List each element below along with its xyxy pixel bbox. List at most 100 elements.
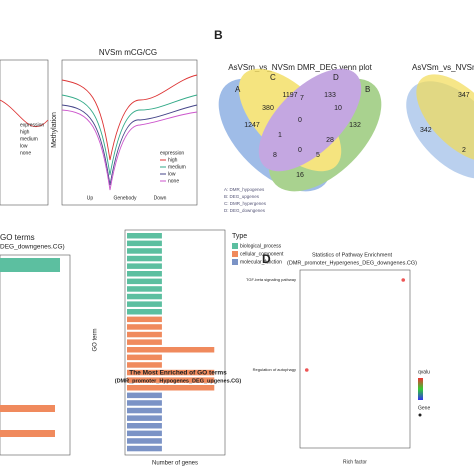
bar <box>127 347 215 353</box>
right-partial <box>430 230 474 474</box>
region-count: 8 <box>273 152 277 159</box>
y-tick-label: TGF-beta signaling pathway <box>246 277 296 282</box>
panel-a-left: expression <box>0 59 49 206</box>
legend-label: high <box>20 129 30 135</box>
bar <box>127 255 162 262</box>
legend: biological_process cellular_componentmole… <box>232 243 284 265</box>
panel-label: B <box>214 28 223 42</box>
region-count: 16 <box>296 172 304 179</box>
legend-label: A: DMR_hypogenes <box>224 187 265 192</box>
set-label: D <box>333 73 339 82</box>
bar <box>127 385 215 391</box>
legend-label: none <box>20 150 31 156</box>
bar <box>127 316 162 323</box>
bar <box>127 271 162 277</box>
region-count: 0 <box>298 117 302 124</box>
panel-label: D <box>262 252 271 266</box>
region-count: 5 <box>316 152 320 159</box>
curve <box>61 74 198 161</box>
region-count: 2 <box>462 147 466 154</box>
panel-title: The Most Enriched of GO terms <box>129 370 227 377</box>
panel-subtitle: DEG_downgenes.CG) <box>0 244 65 251</box>
legend-label: medium <box>20 136 38 142</box>
panel-title: GO terms <box>0 233 35 242</box>
bar <box>127 407 162 414</box>
region-count: 1247 <box>244 122 260 129</box>
point <box>401 278 406 282</box>
bar <box>127 445 162 452</box>
y-label: Methylation <box>51 112 58 148</box>
x-label: Up <box>87 195 94 201</box>
legend-title: expression <box>160 150 184 156</box>
frame <box>299 269 411 449</box>
bar <box>127 301 162 307</box>
y-tick-label: Regulation of autophagy <box>253 367 296 372</box>
points: TGF-beta signaling pathway Regulation of … <box>246 277 406 372</box>
bar <box>127 415 162 421</box>
legend-swatch <box>232 243 238 249</box>
region-count: 380 <box>262 105 274 112</box>
set-d <box>258 68 362 172</box>
bar <box>127 362 162 368</box>
bar <box>0 430 55 437</box>
x-label: Number of genes <box>152 461 198 467</box>
bar <box>127 438 162 444</box>
region-count: 342 <box>420 127 432 134</box>
region-count: 28 <box>326 137 334 144</box>
legend-label: B: DEG_upgenes <box>224 194 260 199</box>
legend-title: expression <box>20 122 44 128</box>
set-label: B <box>365 85 370 94</box>
bar <box>127 263 162 269</box>
panel-title: NVSm mCG/CG <box>99 48 157 57</box>
bar <box>127 430 162 437</box>
bar <box>127 400 162 406</box>
legend-label: D: DEG_downgenes <box>224 208 266 213</box>
set-label: A <box>235 85 241 94</box>
colorbar <box>418 378 423 400</box>
curve <box>61 104 198 186</box>
size-key <box>418 413 422 417</box>
venn-legend: A: DMR_hypogenes B: DEG_upgenes C: DMR_hyp… <box>224 187 267 213</box>
legend-swatch <box>232 259 238 265</box>
bar <box>127 233 162 239</box>
y-label: GO term <box>93 328 99 351</box>
legend-title: qvalue <box>418 369 433 375</box>
bar <box>127 339 162 345</box>
bar <box>127 423 162 429</box>
bar <box>127 248 162 254</box>
panel-title: Statistics of Pathway Enrichment <box>312 252 393 258</box>
region-count: 7 <box>300 95 304 102</box>
x-label: Rich factor <box>343 459 367 465</box>
bar <box>127 392 162 399</box>
region-count: 0 <box>298 147 302 154</box>
legend: highmediumlownoneexpressionhighmediumlow… <box>20 129 186 184</box>
bar <box>0 258 60 272</box>
bar <box>127 240 162 247</box>
legend-label: medium <box>168 164 186 170</box>
bar <box>127 377 215 383</box>
bar <box>0 405 55 412</box>
legend-label: molecular_function <box>240 259 282 265</box>
set-c <box>416 74 474 162</box>
frame <box>124 229 226 456</box>
legend-label: biological_process <box>240 243 282 249</box>
frame <box>61 59 198 206</box>
panel-title: AsVSm_vs_NVSm <box>412 63 474 72</box>
curve <box>0 99 49 128</box>
bar <box>127 293 162 300</box>
legend-label: high <box>168 157 178 163</box>
bars <box>127 233 215 452</box>
bar <box>127 369 215 376</box>
x-label: Genebody <box>113 195 137 201</box>
frame <box>0 254 71 456</box>
bar <box>127 278 162 285</box>
bar <box>127 354 162 361</box>
legend-title: Type <box>232 233 247 240</box>
region-count: 133 <box>324 92 336 99</box>
legend-label: low <box>168 171 176 177</box>
curve <box>61 109 198 191</box>
legend-label: low <box>20 143 28 149</box>
set-label: C <box>270 73 276 82</box>
